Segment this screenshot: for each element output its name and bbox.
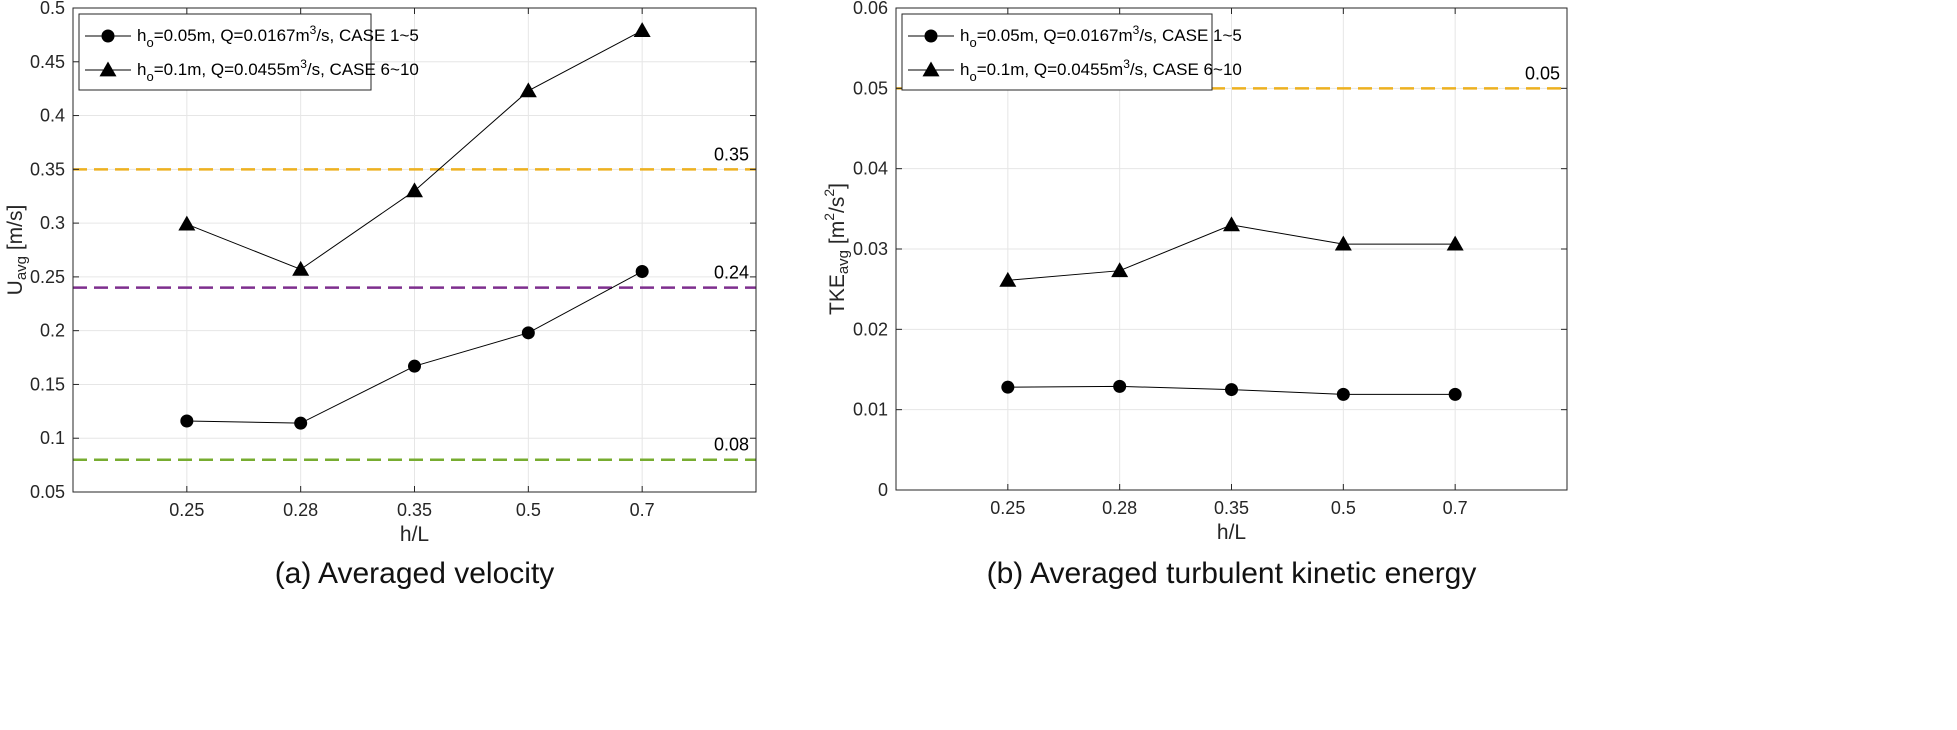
chart-caption: (b) Averaged turbulent kinetic energy [987,557,1477,590]
x-axis-label: h/L [400,523,429,546]
data-point [924,29,938,43]
reference-line-label: 0.24 [714,263,749,283]
data-point [1111,262,1129,278]
data-point [1336,387,1350,401]
y-tick-label: 0 [878,480,888,500]
x-tick-label: 0.5 [1331,498,1356,518]
data-point [406,182,423,198]
x-tick-label: 0.35 [397,500,432,520]
x-tick-label: 0.7 [630,500,655,520]
y-tick-label: 0.01 [853,400,888,420]
x-tick-label: 0.25 [169,500,204,520]
legend-entry-label: ho=0.05m, Q=0.0167m3/s, CASE 1~5 [137,23,419,50]
legend: ho=0.05m, Q=0.0167m3/s, CASE 1~5 ho=0.1m,… [901,13,1242,91]
x-tick-labels: 0.25 0.28 0.35 0.5 0.7 [990,8,1468,518]
y-tick-label: 0.45 [30,52,65,72]
legend-entry-label: ho=0.1m, Q=0.0455m3/s, CASE 6~10 [960,57,1242,84]
y-tick-label: 0.4 [40,106,65,126]
data-point [1113,379,1127,393]
reference-lines: 0.35 0.24 0.08 [73,144,756,461]
legend-entry-label: ho=0.1m, Q=0.0455m3/s, CASE 6~10 [137,57,419,84]
data-point [1223,216,1240,232]
y-tick-label: 0.2 [40,321,65,341]
x-tick-label: 0.25 [990,498,1025,518]
y-tick-label: 0.05 [30,482,65,502]
data-point [635,265,649,279]
data-point [178,215,196,231]
x-tick-label: 0.28 [283,500,318,520]
reference-line-label: 0.35 [714,144,749,164]
chart-averaged-tke: 0.05 00.010.020.030.040.050.06 0.25 0.28 0… [821,0,1568,590]
legend-box [901,13,1213,91]
y-tick-label: 0.05 [853,78,888,98]
x-tick-label: 0.5 [516,500,541,520]
chart-averaged-velocity: 0.350.240.08 0.050.10.150.20.250.30.350.… [4,0,757,590]
chart-caption: (a) Averaged velocity [275,557,555,590]
x-tick-label: 0.7 [1443,498,1468,518]
legend-box [78,13,372,91]
data-series [999,216,1464,401]
y-tick-label: 0.1 [40,428,65,448]
data-point [1001,380,1015,394]
data-point [521,326,535,340]
y-tick-label: 0.25 [30,267,65,287]
y-tick-label: 0.5 [40,0,65,18]
y-tick-label: 0.04 [853,159,888,179]
y-tick-label: 0.06 [853,0,888,18]
y-tick-label: 0.02 [853,319,888,339]
y-axis-label: TKEavg [m2/s2] [821,183,852,315]
data-point [999,271,1017,287]
y-tick-labels: 0.05 0.1 0.15 0.2 0.25 0.3 0.35 0.4 0.45 0.5 [30,0,756,502]
data-point [408,359,421,373]
data-point [1448,387,1462,401]
x-axis-label: h/L [1217,521,1246,544]
data-point [99,61,117,77]
data-point [292,260,310,276]
data-point [101,29,115,43]
data-point [519,82,537,98]
x-tick-labels: 0.25 0.28 0.35 0.5 0.7 [169,8,655,520]
x-tick-label: 0.35 [1214,498,1249,518]
y-tick-label: 0.15 [30,374,65,394]
data-point [1225,383,1238,397]
y-axis-label: Uavg [m/s] [4,205,30,296]
data-point [1446,235,1464,251]
reference-line-label: 0.08 [714,435,749,455]
data-point [1334,235,1352,251]
y-tick-label: 0.3 [40,213,65,233]
data-point [922,61,940,77]
data-point [294,416,308,430]
y-tick-label: 0.35 [30,159,65,179]
legend-entry-label: ho=0.05m, Q=0.0167m3/s, CASE 1~5 [960,23,1242,50]
data-point [180,414,194,428]
y-tick-labels: 0 0.01 0.02 0.03 0.04 0.05 0.06 [853,0,1567,500]
data-series [178,22,651,430]
x-tick-label: 0.28 [1102,498,1137,518]
y-tick-label: 0.03 [853,239,888,259]
reference-line-label: 0.05 [1525,63,1560,83]
legend: ho=0.05m, Q=0.0167m3/s, CASE 1~5 ho=0.1m,… [78,13,419,91]
data-point [633,22,651,37]
